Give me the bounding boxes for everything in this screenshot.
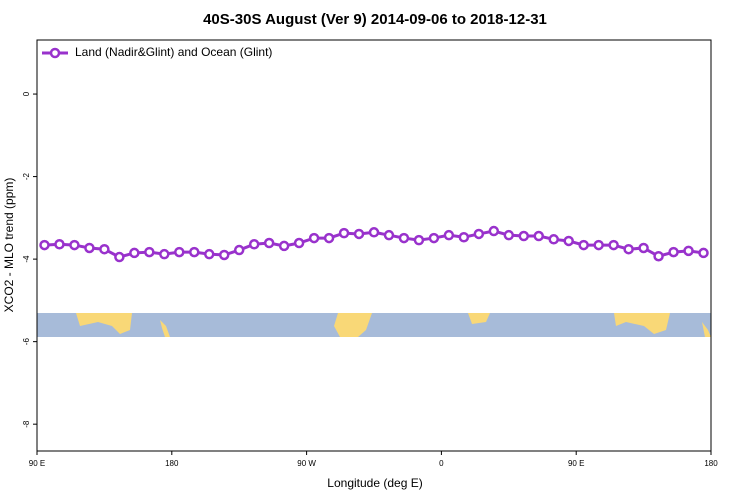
data-point bbox=[293, 237, 305, 249]
data-point bbox=[174, 246, 185, 258]
data-point bbox=[203, 248, 215, 260]
y-axis-label: XCO2 - MLO trend (ppm) bbox=[2, 178, 16, 313]
data-point bbox=[653, 250, 664, 262]
data-point bbox=[54, 239, 65, 250]
data-point bbox=[368, 227, 380, 238]
data-point bbox=[99, 243, 110, 255]
data-point bbox=[159, 248, 170, 260]
data-point bbox=[233, 244, 245, 256]
data-point bbox=[518, 230, 530, 242]
data-point bbox=[683, 245, 694, 257]
legend-label: Land (Nadir&Glint) and Ocean (Glint) bbox=[75, 45, 272, 59]
data-point bbox=[443, 229, 455, 241]
x-tick-label: 90 E bbox=[29, 459, 45, 468]
data-point bbox=[39, 239, 50, 251]
map-strip bbox=[37, 313, 711, 337]
data-point bbox=[323, 232, 335, 244]
legend-box bbox=[38, 42, 308, 64]
x-tick-label: 90 W bbox=[297, 459, 316, 468]
chart-title: 40S-30S August (Ver 9) 2014-09-06 to 201… bbox=[203, 11, 547, 28]
x-axis-label: Longitude (deg E) bbox=[327, 476, 422, 490]
data-point bbox=[563, 235, 574, 247]
data-point bbox=[533, 230, 545, 242]
data-point bbox=[308, 232, 320, 244]
data-point bbox=[473, 228, 485, 240]
data-point bbox=[623, 243, 634, 255]
y-tick-label: 0 bbox=[22, 91, 31, 96]
data-point bbox=[84, 242, 95, 254]
y-tick-label: -8 bbox=[22, 420, 31, 428]
data-point bbox=[698, 247, 709, 259]
data-point bbox=[144, 246, 155, 258]
data-point bbox=[428, 232, 440, 244]
data-point bbox=[638, 242, 649, 254]
data-point bbox=[578, 239, 589, 251]
plot-frame bbox=[36, 39, 712, 452]
x-tick-label: 180 bbox=[165, 459, 179, 468]
data-point bbox=[548, 234, 559, 245]
data-point bbox=[248, 239, 260, 250]
y-tick-label: -6 bbox=[22, 338, 31, 346]
data-point bbox=[278, 240, 290, 252]
data-point bbox=[338, 227, 350, 239]
x-tick-label: 0 bbox=[439, 459, 444, 468]
data-point bbox=[218, 249, 230, 261]
data-point bbox=[593, 239, 604, 251]
data-point bbox=[413, 234, 425, 246]
data-point bbox=[488, 225, 500, 237]
data-point bbox=[383, 229, 395, 241]
data-point bbox=[69, 239, 80, 251]
x-tick-label: 90 E bbox=[568, 459, 584, 468]
data-point bbox=[114, 251, 125, 263]
legend-marker bbox=[49, 47, 61, 59]
data-point bbox=[458, 231, 470, 243]
x-tick-label: 180 bbox=[704, 459, 718, 468]
data-point bbox=[668, 246, 679, 258]
data-point bbox=[263, 237, 275, 249]
data-point bbox=[129, 247, 140, 259]
y-tick-label: -4 bbox=[22, 255, 31, 263]
data-point bbox=[398, 232, 410, 244]
data-point bbox=[503, 229, 515, 241]
y-tick-label: -2 bbox=[22, 172, 31, 180]
data-point bbox=[189, 246, 200, 258]
data-point bbox=[608, 239, 619, 251]
data-point bbox=[353, 228, 365, 240]
